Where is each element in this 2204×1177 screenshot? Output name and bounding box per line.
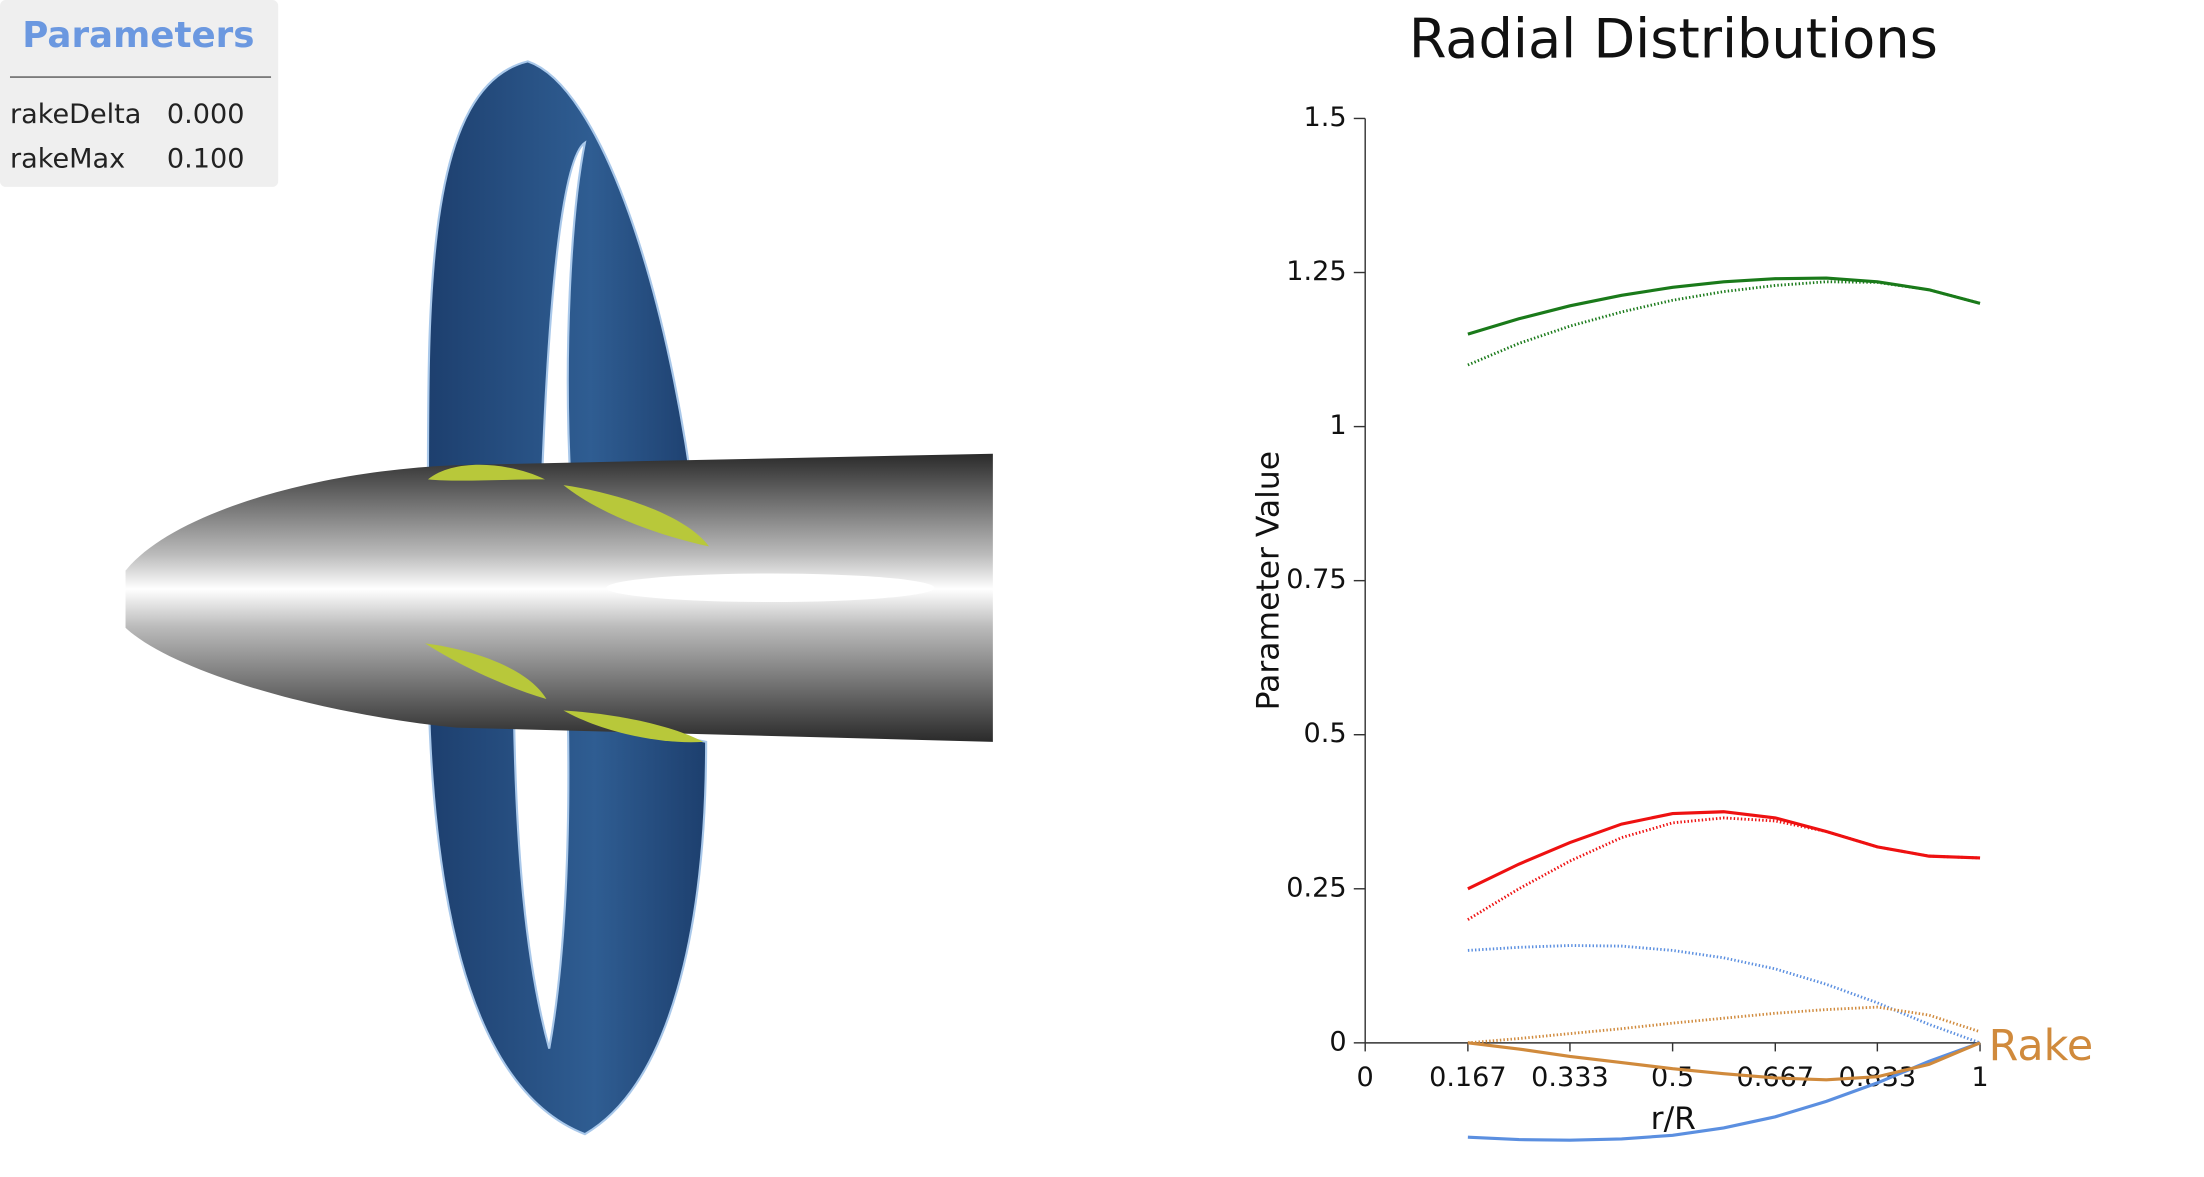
- series-line: [1467, 1041, 1981, 1142]
- series-line: [1467, 944, 1981, 1045]
- chart: Radial Distributions r/R Parameter Value…: [1251, 7, 2094, 1142]
- x-tick-label: 0.333: [1531, 1062, 1609, 1093]
- series-line: [1467, 280, 1981, 367]
- y-tick-label: 1.5: [1304, 102, 1347, 133]
- y-tick-label: 1.25: [1286, 256, 1346, 287]
- parameters-panel: Parameters rakeDelta 0.000 rakeMax 0.100: [0, 0, 279, 187]
- y-tick-label: 0: [1329, 1026, 1346, 1057]
- series-line: [1467, 1041, 1981, 1082]
- y-tick-label: 0.75: [1286, 564, 1346, 595]
- series-line: [1467, 816, 1981, 921]
- param-name: rakeDelta: [10, 99, 141, 130]
- panel-title[interactable]: Parameters: [22, 15, 254, 56]
- param-name: rakeMax: [10, 143, 125, 174]
- x-tick-label: 0: [1357, 1062, 1374, 1093]
- x-tick-label: 0.167: [1429, 1062, 1507, 1093]
- y-tick-label: 0.25: [1286, 872, 1346, 903]
- series-line: [1467, 1005, 1981, 1045]
- propeller-render: [125, 60, 993, 1136]
- param-value[interactable]: 0.100: [167, 143, 245, 174]
- series-line: [1467, 810, 1981, 891]
- param-value[interactable]: 0.000: [167, 99, 245, 130]
- x-axis-label: r/R: [1651, 1101, 1696, 1137]
- panel-bg: [0, 0, 279, 187]
- y-tick-label: 0.5: [1304, 718, 1347, 749]
- chart-title: Radial Distributions: [1409, 7, 1938, 70]
- y-tick-label: 1: [1329, 410, 1346, 441]
- x-tick-label: 1: [1971, 1062, 1988, 1093]
- annotation: Rake: [1989, 1021, 2094, 1071]
- y-axis-label: Parameter Value: [1251, 451, 1287, 710]
- series-line: [1467, 276, 1981, 336]
